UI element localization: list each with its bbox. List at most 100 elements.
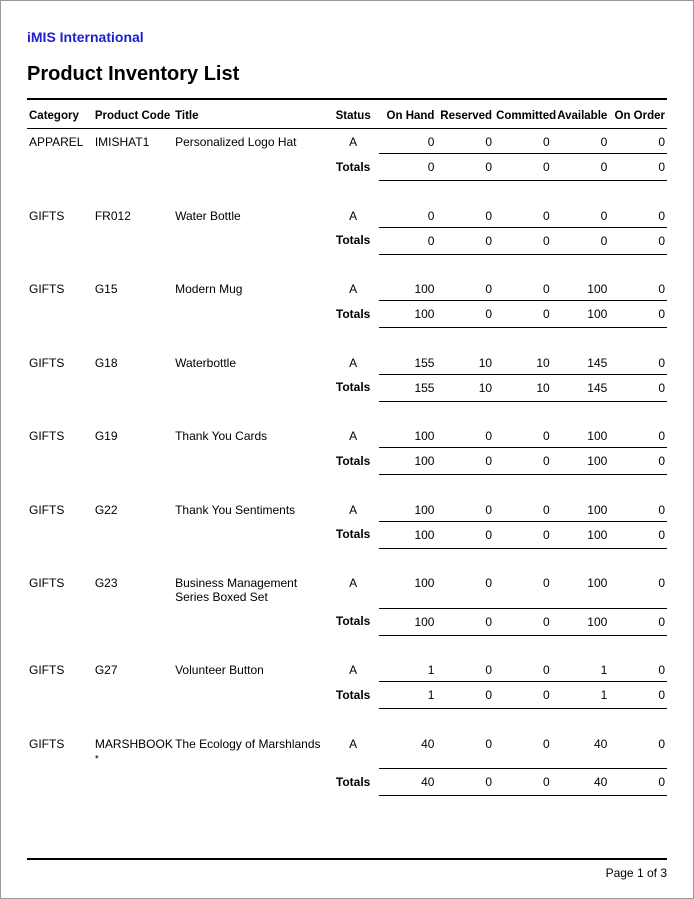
totals-label: Totals <box>327 608 378 635</box>
cell-code: G22 <box>95 503 118 517</box>
footer-prefix: Page <box>606 866 637 880</box>
table-row: GIFTSG22Thank You SentimentsA100001000 <box>27 497 667 522</box>
totals-row: Totals10010 <box>27 682 667 709</box>
cell-reserved: 0 <box>436 203 494 228</box>
cell-title: Waterbottle <box>173 350 327 375</box>
org-name: iMIS International <box>27 29 667 45</box>
totals-label: Totals <box>327 448 378 475</box>
cell-on-hand: 0 <box>379 129 437 154</box>
tot-committed: 0 <box>494 521 552 548</box>
footer-sep: of <box>644 866 661 880</box>
cell-category: GIFTS <box>27 731 93 769</box>
cell-on-order: 0 <box>609 497 667 522</box>
cell-code: G23 <box>95 576 118 590</box>
totals-label: Totals <box>327 374 378 401</box>
cell-code: G18 <box>95 356 118 370</box>
cell-status: A <box>327 497 378 522</box>
row-spacer <box>27 475 667 497</box>
cell-committed: 10 <box>494 350 552 375</box>
table-row: APPARELIMISHAT1Personalized Logo HatA000… <box>27 129 667 154</box>
tot-available: 100 <box>552 608 610 635</box>
cell-committed: 0 <box>494 423 552 448</box>
totals-label: Totals <box>327 227 378 254</box>
cell-category: GIFTS <box>27 350 93 375</box>
cell-code-wrap: G23 <box>93 570 173 608</box>
tot-on-hand: 100 <box>379 448 437 475</box>
cell-reserved: 0 <box>436 423 494 448</box>
table-row: GIFTSMARSHBOOK*The Ecology of Marshlands… <box>27 731 667 769</box>
tot-available: 100 <box>552 301 610 328</box>
footer-current: 1 <box>637 866 644 880</box>
tot-on-order: 0 <box>609 448 667 475</box>
tot-on-hand: 100 <box>379 608 437 635</box>
tot-available: 100 <box>552 521 610 548</box>
cell-code: IMISHAT1 <box>95 135 149 149</box>
row-spacer <box>27 548 667 570</box>
cell-on-order: 0 <box>609 276 667 301</box>
tot-on-order: 0 <box>609 154 667 181</box>
cell-status: A <box>327 350 378 375</box>
cell-committed: 0 <box>494 570 552 608</box>
cell-committed: 0 <box>494 497 552 522</box>
tot-committed: 0 <box>494 769 552 796</box>
cell-available: 0 <box>552 203 610 228</box>
cell-reserved: 0 <box>436 657 494 682</box>
cell-on-hand: 155 <box>379 350 437 375</box>
tot-reserved: 0 <box>436 301 494 328</box>
cell-code: G27 <box>95 663 118 677</box>
tot-committed: 0 <box>494 608 552 635</box>
tot-reserved: 0 <box>436 448 494 475</box>
cell-on-hand: 1 <box>379 657 437 682</box>
cell-available: 100 <box>552 570 610 608</box>
cell-status: A <box>327 731 378 769</box>
tot-committed: 0 <box>494 227 552 254</box>
cell-category: GIFTS <box>27 570 93 608</box>
cell-on-order: 0 <box>609 203 667 228</box>
cell-code-wrap: IMISHAT1 <box>93 129 173 154</box>
col-status: Status <box>327 106 378 129</box>
tot-reserved: 0 <box>436 682 494 709</box>
tot-available: 100 <box>552 448 610 475</box>
totals-row: Totals4000400 <box>27 769 667 796</box>
cell-title: Water Bottle <box>173 203 327 228</box>
cell-on-hand: 100 <box>379 423 437 448</box>
tot-committed: 10 <box>494 374 552 401</box>
tot-on-hand: 100 <box>379 521 437 548</box>
totals-row: Totals100001000 <box>27 448 667 475</box>
cell-on-hand: 40 <box>379 731 437 769</box>
cell-reserved: 0 <box>436 731 494 769</box>
totals-row: Totals00000 <box>27 154 667 181</box>
tot-on-hand: 40 <box>379 769 437 796</box>
page-footer: Page 1 of 3 <box>27 858 667 880</box>
cell-code-wrap: G15 <box>93 276 173 301</box>
cell-on-order: 0 <box>609 423 667 448</box>
tot-available: 0 <box>552 227 610 254</box>
cell-category: GIFTS <box>27 657 93 682</box>
tot-on-hand: 0 <box>379 227 437 254</box>
col-on-hand: On Hand <box>379 106 437 129</box>
tot-committed: 0 <box>494 301 552 328</box>
cell-available: 100 <box>552 276 610 301</box>
cell-code-wrap: G18 <box>93 350 173 375</box>
table-row: GIFTSG27Volunteer ButtonA10010 <box>27 657 667 682</box>
col-available: Available <box>552 106 610 129</box>
tot-committed: 0 <box>494 154 552 181</box>
cell-available: 40 <box>552 731 610 769</box>
cell-title: Personalized Logo Hat <box>173 129 327 154</box>
tot-on-order: 0 <box>609 521 667 548</box>
cell-code-note: * <box>95 754 99 765</box>
row-spacer <box>27 709 667 731</box>
cell-reserved: 0 <box>436 497 494 522</box>
table-row: GIFTSG19Thank You CardsA100001000 <box>27 423 667 448</box>
totals-row: Totals100001000 <box>27 301 667 328</box>
tot-on-hand: 100 <box>379 301 437 328</box>
cell-available: 0 <box>552 129 610 154</box>
tot-reserved: 0 <box>436 227 494 254</box>
cell-available: 100 <box>552 497 610 522</box>
cell-status: A <box>327 129 378 154</box>
totals-label: Totals <box>327 521 378 548</box>
tot-reserved: 0 <box>436 769 494 796</box>
cell-available: 100 <box>552 423 610 448</box>
tot-on-order: 0 <box>609 301 667 328</box>
cell-committed: 0 <box>494 731 552 769</box>
